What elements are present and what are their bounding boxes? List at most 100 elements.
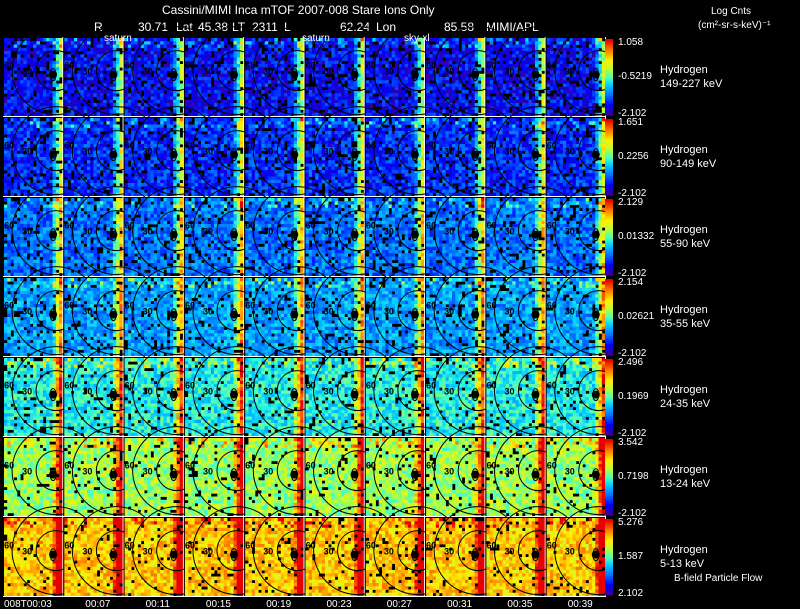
ring-label-30: 30 xyxy=(22,147,32,157)
ring-label-30: 30 xyxy=(504,547,514,557)
ring-label-30: 30 xyxy=(504,227,514,237)
ring-label-60: 60 xyxy=(185,61,195,71)
ring-label-30: 30 xyxy=(203,147,213,157)
ring-label-30: 30 xyxy=(504,67,514,77)
ring-label-60: 60 xyxy=(125,461,135,471)
colorbar-max: 1.651 xyxy=(618,117,643,128)
ring-label-30: 30 xyxy=(22,67,32,77)
ring-label-60: 60 xyxy=(306,381,316,391)
ring-label-30: 30 xyxy=(203,307,213,317)
time-tick-label: 00:35 xyxy=(507,599,532,609)
ring-label-30: 30 xyxy=(143,227,153,237)
ring-label-60: 60 xyxy=(64,381,74,391)
row-energy-label: 5-13 keV xyxy=(660,558,705,570)
ring-label-30: 30 xyxy=(22,467,32,477)
ring-label-30: 30 xyxy=(565,67,575,77)
ring-label-60: 60 xyxy=(547,381,557,391)
ring-label-30: 30 xyxy=(263,147,273,157)
ring-label-30: 30 xyxy=(203,67,213,77)
ring-label-30: 30 xyxy=(384,227,394,237)
colorbar-max: 1.058 xyxy=(618,37,643,48)
overlay-label: saturn xyxy=(302,33,330,44)
ring-label-30: 30 xyxy=(444,387,454,397)
ring-label-60: 60 xyxy=(185,541,195,551)
time-tick-label: 00:39 xyxy=(568,599,593,609)
ring-label-60: 60 xyxy=(486,541,496,551)
ring-label-60: 60 xyxy=(486,301,496,311)
ring-label-30: 30 xyxy=(324,227,334,237)
ring-label-30: 30 xyxy=(82,387,92,397)
ring-label-30: 30 xyxy=(263,307,273,317)
ring-label-60: 60 xyxy=(306,141,316,151)
row-species-label: Hydrogen xyxy=(660,384,708,396)
ring-label-60: 60 xyxy=(486,461,496,471)
ring-label-60: 60 xyxy=(306,221,316,231)
ring-label-30: 30 xyxy=(384,67,394,77)
ring-label-60: 60 xyxy=(125,141,135,151)
ring-label-30: 30 xyxy=(82,147,92,157)
ring-label-60: 60 xyxy=(306,301,316,311)
ring-label-30: 30 xyxy=(263,387,273,397)
ring-label-30: 30 xyxy=(203,467,213,477)
ring-label-30: 30 xyxy=(143,467,153,477)
ring-label-30: 30 xyxy=(384,307,394,317)
row-species-label: Hydrogen xyxy=(660,464,708,476)
ring-label-60: 60 xyxy=(245,141,255,151)
ring-label-60: 60 xyxy=(486,381,496,391)
time-tick-label: 00:23 xyxy=(327,599,352,609)
ring-label-60: 60 xyxy=(486,141,496,151)
ring-label-30: 30 xyxy=(324,147,334,157)
ring-label-60: 60 xyxy=(426,141,436,151)
ring-label-60: 60 xyxy=(366,61,376,71)
ring-label-30: 30 xyxy=(82,67,92,77)
ring-label-60: 60 xyxy=(245,61,255,71)
ring-label-60: 60 xyxy=(426,301,436,311)
ring-label-30: 30 xyxy=(444,307,454,317)
ring-label-30: 30 xyxy=(263,467,273,477)
row-species-label: Hydrogen xyxy=(660,144,708,156)
ring-label-30: 30 xyxy=(263,547,273,557)
time-tick-label: 00:15 xyxy=(206,599,231,609)
ring-label-30: 30 xyxy=(444,547,454,557)
row-energy-label: 55-90 keV xyxy=(660,238,711,250)
ring-label-60: 60 xyxy=(366,461,376,471)
ring-label-30: 30 xyxy=(22,387,32,397)
time-tick-label: 00:11 xyxy=(146,599,171,609)
ring-label-30: 30 xyxy=(565,307,575,317)
colorbar-mid: 0.01332 xyxy=(618,231,655,242)
colorbar-max: 3.542 xyxy=(618,437,643,448)
footer-note: B-field Particle Flow xyxy=(674,573,763,584)
ring-label-30: 30 xyxy=(565,387,575,397)
ring-label-60: 60 xyxy=(125,301,135,311)
ring-label-30: 30 xyxy=(82,227,92,237)
ring-label-60: 60 xyxy=(245,541,255,551)
ring-label-30: 30 xyxy=(82,547,92,557)
ring-label-60: 60 xyxy=(486,221,496,231)
time-tick-label: 00:31 xyxy=(447,599,472,609)
r-value: 30.71 xyxy=(138,20,168,34)
ring-label-30: 30 xyxy=(143,147,153,157)
ring-label-60: 60 xyxy=(64,141,74,151)
ring-label-60: 60 xyxy=(306,541,316,551)
ring-label-30: 30 xyxy=(565,147,575,157)
ring-label-60: 60 xyxy=(306,461,316,471)
ring-label-60: 60 xyxy=(245,301,255,311)
ring-label-60: 60 xyxy=(547,301,557,311)
ring-label-30: 30 xyxy=(324,307,334,317)
ring-label-60: 60 xyxy=(64,61,74,71)
ring-label-60: 60 xyxy=(366,301,376,311)
ring-label-30: 30 xyxy=(324,547,334,557)
ring-label-60: 60 xyxy=(125,61,135,71)
row-species-label: Hydrogen xyxy=(660,224,708,236)
time-tick-label: 00:07 xyxy=(85,599,110,609)
row-energy-label: 13-24 keV xyxy=(660,478,711,490)
colorbar-mid: -0.5219 xyxy=(618,71,652,82)
ring-label-30: 30 xyxy=(444,467,454,477)
ring-label-30: 30 xyxy=(203,227,213,237)
row-energy-label: 90-149 keV xyxy=(660,158,717,170)
ring-label-60: 60 xyxy=(366,541,376,551)
ring-label-60: 60 xyxy=(486,61,496,71)
ring-label-60: 60 xyxy=(426,61,436,71)
ring-label-60: 60 xyxy=(4,61,14,71)
row-species-label: Hydrogen xyxy=(660,304,708,316)
